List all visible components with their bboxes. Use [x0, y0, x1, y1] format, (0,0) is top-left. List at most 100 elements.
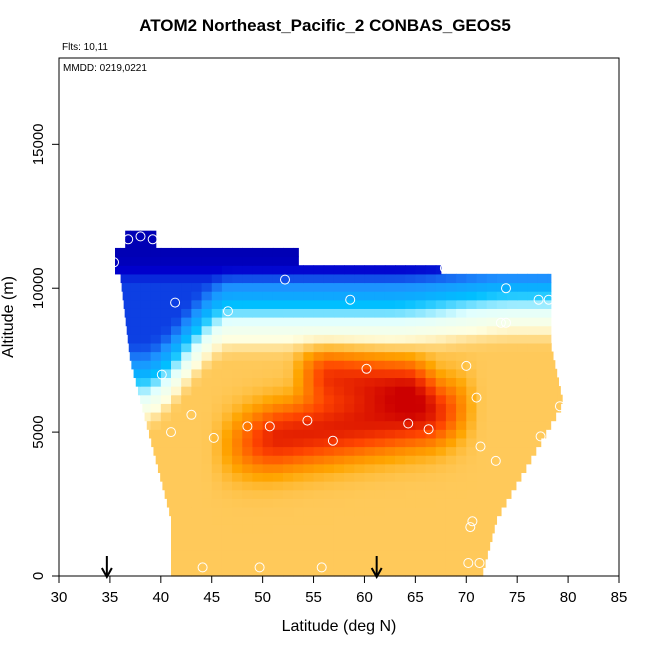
- observation-point: [490, 455, 501, 466]
- heatmap-cell: [547, 282, 552, 292]
- heatmap-cell: [221, 273, 233, 284]
- heatmap-cell: [303, 273, 315, 284]
- heatmap-cell: [221, 532, 233, 543]
- x-tick-label: 55: [305, 589, 322, 606]
- heatmap-cell: [445, 308, 457, 318]
- heatmap-cell: [232, 334, 243, 344]
- heatmap-cell: [323, 386, 335, 396]
- heatmap-cell: [456, 437, 467, 448]
- heatmap-cell: [354, 558, 366, 568]
- heatmap-cell: [395, 308, 406, 318]
- heatmap-cell: [466, 532, 478, 543]
- heatmap-cell: [476, 351, 488, 361]
- heatmap-cell: [507, 299, 518, 309]
- heatmap-cell: [486, 524, 495, 534]
- heatmap-cell: [293, 515, 304, 525]
- heatmap-cell: [333, 351, 345, 361]
- heatmap-cell: [344, 403, 355, 413]
- heatmap-cell: [181, 291, 192, 301]
- heatmap-cell: [242, 325, 254, 335]
- heatmap-cell: [415, 334, 427, 344]
- heatmap-cell: [384, 506, 396, 517]
- observation-point: [533, 294, 544, 305]
- heatmap-cell: [232, 481, 243, 491]
- heatmap-cell: [456, 524, 467, 534]
- heatmap-cell: [221, 550, 233, 560]
- heatmap-cell: [333, 403, 345, 413]
- heatmap-cell: [262, 386, 274, 396]
- heatmap-cell: [181, 308, 192, 318]
- heatmap-cell: [435, 420, 447, 430]
- heatmap-cell: [425, 532, 437, 543]
- heatmap-cell: [313, 342, 325, 353]
- heatmap-cell: [140, 360, 152, 370]
- heatmap-cell: [293, 489, 304, 499]
- heatmap-cell: [262, 550, 274, 560]
- heatmap-cell: [313, 455, 325, 465]
- heatmap-cell: [364, 515, 376, 525]
- heatmap-cell: [262, 325, 274, 335]
- heatmap-cell: [171, 558, 182, 568]
- heatmap-cell: [374, 265, 386, 275]
- heatmap-cell: [211, 299, 223, 309]
- heatmap-cell: [364, 368, 376, 379]
- heatmap-cell: [150, 291, 162, 301]
- heatmap-cell: [252, 498, 264, 508]
- heatmap-cell: [242, 247, 254, 258]
- heatmap-cell: [162, 481, 172, 491]
- heatmap-cell: [201, 420, 213, 430]
- heatmap-cell: [486, 273, 498, 284]
- heatmap-cell: [395, 334, 406, 344]
- heatmap-cell: [191, 489, 203, 499]
- heatmap-cell: [384, 463, 396, 473]
- heatmap-cell: [140, 256, 152, 266]
- heatmap-cell: [425, 506, 437, 517]
- heatmap-cell: [466, 524, 478, 534]
- heatmap-cell: [211, 420, 223, 430]
- heatmap-cell: [272, 351, 284, 361]
- heatmap-cell: [435, 342, 447, 353]
- heatmap-cell: [283, 403, 294, 413]
- heatmap-cell: [272, 532, 284, 543]
- heatmap-cell: [384, 515, 396, 525]
- heatmap-cell: [466, 489, 478, 499]
- heatmap-cell: [333, 472, 345, 482]
- heatmap-cell: [344, 455, 355, 465]
- heatmap-cell: [211, 481, 223, 491]
- heatmap-cell: [517, 299, 528, 309]
- heatmap-cell: [547, 334, 552, 344]
- heatmap-cell: [415, 282, 427, 292]
- heatmap-cell: [171, 265, 182, 275]
- heatmap-cell: [496, 481, 508, 491]
- heatmap-cell: [384, 377, 396, 387]
- heatmap-cell: [252, 282, 264, 292]
- heatmap-cell: [242, 308, 254, 318]
- heatmap-cell: [252, 299, 264, 309]
- heatmap-cell: [272, 291, 284, 301]
- heatmap-cell: [313, 403, 325, 413]
- heatmap-cell: [507, 489, 512, 499]
- heatmap-cell: [201, 532, 213, 543]
- observation-point: [535, 431, 546, 442]
- heatmap-cell: [547, 377, 559, 387]
- heatmap-cell: [445, 532, 457, 543]
- heatmap-cell: [486, 429, 498, 439]
- heatmap-cell: [313, 481, 325, 491]
- heatmap-cell: [364, 472, 376, 482]
- heatmap-cell: [384, 351, 396, 361]
- heatmap-cell: [262, 455, 274, 465]
- heatmap-cell: [395, 567, 406, 577]
- heatmap-cell: [293, 299, 304, 309]
- observation-point: [467, 516, 478, 527]
- heatmap-cell: [181, 481, 192, 491]
- heatmap-cell: [150, 256, 162, 266]
- heatmap-cell: [384, 394, 396, 404]
- heatmap-cell: [486, 308, 498, 318]
- heatmap-cell: [344, 489, 355, 499]
- heatmap-cell: [191, 481, 203, 491]
- heatmap-cell: [313, 360, 325, 370]
- heatmap-cell: [323, 429, 335, 439]
- heatmap-cell: [201, 325, 213, 335]
- heatmap-cell: [364, 489, 376, 499]
- heatmap-cell: [232, 411, 243, 422]
